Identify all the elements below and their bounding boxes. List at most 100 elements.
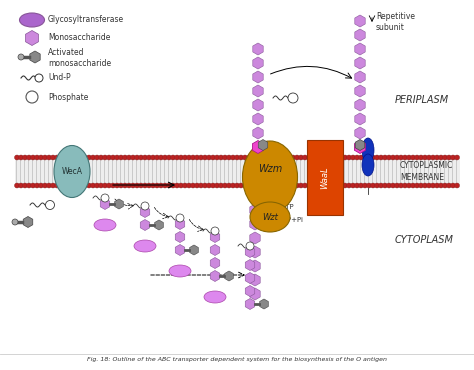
Text: Phosphate: Phosphate — [48, 92, 88, 101]
Circle shape — [163, 183, 167, 188]
Circle shape — [243, 183, 247, 188]
Text: WecA: WecA — [62, 167, 82, 176]
Circle shape — [250, 183, 255, 188]
Polygon shape — [23, 216, 33, 228]
Circle shape — [18, 155, 24, 160]
Circle shape — [350, 155, 356, 160]
Circle shape — [414, 155, 419, 160]
Circle shape — [215, 183, 219, 188]
Circle shape — [435, 183, 439, 188]
Circle shape — [450, 155, 456, 160]
Ellipse shape — [169, 265, 191, 277]
Circle shape — [350, 183, 356, 188]
Circle shape — [363, 155, 367, 160]
Polygon shape — [250, 288, 260, 300]
Circle shape — [330, 183, 336, 188]
Circle shape — [355, 155, 359, 160]
Circle shape — [151, 183, 155, 188]
Ellipse shape — [243, 141, 298, 213]
Circle shape — [222, 183, 228, 188]
Circle shape — [447, 155, 452, 160]
Polygon shape — [210, 270, 220, 282]
Circle shape — [199, 183, 203, 188]
Text: CYTOPLASMIC
MEMBRANE: CYTOPLASMIC MEMBRANE — [400, 161, 453, 182]
Text: Activated
monosaccharide: Activated monosaccharide — [48, 48, 111, 68]
Circle shape — [335, 183, 339, 188]
Polygon shape — [225, 271, 233, 281]
Circle shape — [63, 183, 67, 188]
Circle shape — [191, 183, 195, 188]
Polygon shape — [245, 259, 255, 270]
Circle shape — [394, 155, 400, 160]
Ellipse shape — [134, 240, 156, 252]
Circle shape — [366, 155, 372, 160]
Text: Und-P: Und-P — [48, 74, 71, 83]
Circle shape — [246, 242, 254, 250]
Circle shape — [94, 155, 100, 160]
Circle shape — [402, 183, 408, 188]
Text: ADP+Pi: ADP+Pi — [278, 217, 304, 223]
Circle shape — [194, 183, 200, 188]
Polygon shape — [175, 245, 185, 256]
Circle shape — [371, 183, 375, 188]
Polygon shape — [26, 30, 38, 46]
Circle shape — [288, 93, 298, 103]
Circle shape — [302, 155, 308, 160]
Ellipse shape — [204, 291, 226, 303]
Circle shape — [101, 194, 109, 202]
Circle shape — [115, 155, 119, 160]
Text: ATP: ATP — [282, 204, 295, 210]
Ellipse shape — [362, 138, 374, 162]
Circle shape — [383, 183, 388, 188]
Circle shape — [158, 183, 164, 188]
Text: Glycosyltransferase: Glycosyltransferase — [48, 16, 124, 24]
Circle shape — [118, 183, 124, 188]
Circle shape — [207, 155, 211, 160]
Circle shape — [110, 155, 116, 160]
Text: Wzm: Wzm — [258, 164, 282, 174]
Polygon shape — [253, 85, 263, 97]
Polygon shape — [355, 113, 365, 125]
Circle shape — [450, 183, 456, 188]
Polygon shape — [210, 232, 220, 242]
Circle shape — [371, 155, 375, 160]
Text: Wzt: Wzt — [262, 212, 278, 222]
Circle shape — [227, 183, 231, 188]
Circle shape — [299, 183, 303, 188]
Circle shape — [102, 155, 108, 160]
Circle shape — [343, 155, 347, 160]
Text: Monosaccharide: Monosaccharide — [48, 34, 110, 43]
Circle shape — [194, 155, 200, 160]
Circle shape — [46, 155, 52, 160]
Circle shape — [419, 183, 423, 188]
Polygon shape — [253, 141, 263, 153]
Circle shape — [243, 155, 247, 160]
Circle shape — [163, 155, 167, 160]
Circle shape — [18, 54, 24, 60]
Circle shape — [51, 155, 55, 160]
Circle shape — [43, 155, 47, 160]
Circle shape — [307, 183, 311, 188]
Polygon shape — [253, 57, 263, 69]
Text: Fig. 18: Outline of the ABC transporter dependent system for the biosynthesis of: Fig. 18: Outline of the ABC transporter … — [87, 357, 387, 362]
Ellipse shape — [54, 145, 90, 198]
Circle shape — [399, 183, 403, 188]
Polygon shape — [210, 258, 220, 269]
Circle shape — [202, 155, 208, 160]
Circle shape — [427, 183, 431, 188]
Circle shape — [315, 155, 319, 160]
Polygon shape — [250, 190, 260, 202]
Circle shape — [55, 155, 60, 160]
Circle shape — [99, 183, 103, 188]
Circle shape — [94, 183, 100, 188]
Circle shape — [246, 183, 252, 188]
Circle shape — [191, 155, 195, 160]
Circle shape — [358, 155, 364, 160]
Polygon shape — [252, 141, 264, 154]
Circle shape — [26, 91, 38, 103]
Circle shape — [255, 183, 259, 188]
Circle shape — [235, 155, 239, 160]
Circle shape — [310, 155, 316, 160]
Circle shape — [219, 183, 224, 188]
Polygon shape — [250, 232, 260, 244]
